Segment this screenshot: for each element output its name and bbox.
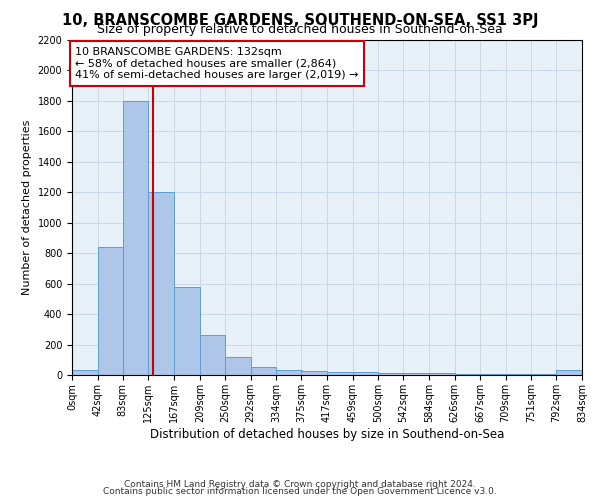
Bar bbox=[251, 368, 276, 375]
Bar bbox=[148, 192, 174, 375]
Bar bbox=[480, 374, 506, 375]
Bar bbox=[455, 374, 481, 375]
Bar bbox=[276, 370, 302, 375]
Text: 10 BRANSCOMBE GARDENS: 132sqm
← 58% of detached houses are smaller (2,864)
41% o: 10 BRANSCOMBE GARDENS: 132sqm ← 58% of d… bbox=[75, 47, 359, 80]
Bar bbox=[72, 370, 98, 375]
Bar bbox=[378, 372, 403, 375]
Bar bbox=[123, 101, 148, 375]
Bar bbox=[174, 286, 200, 375]
Bar bbox=[200, 336, 226, 375]
Bar bbox=[429, 374, 455, 375]
Text: Contains public sector information licensed under the Open Government Licence v3: Contains public sector information licen… bbox=[103, 488, 497, 496]
X-axis label: Distribution of detached houses by size in Southend-on-Sea: Distribution of detached houses by size … bbox=[150, 428, 504, 440]
Bar bbox=[301, 370, 327, 375]
Bar bbox=[353, 372, 379, 375]
Text: Size of property relative to detached houses in Southend-on-Sea: Size of property relative to detached ho… bbox=[97, 22, 503, 36]
Bar bbox=[403, 373, 429, 375]
Text: Contains HM Land Registry data © Crown copyright and database right 2024.: Contains HM Land Registry data © Crown c… bbox=[124, 480, 476, 489]
Y-axis label: Number of detached properties: Number of detached properties bbox=[22, 120, 32, 295]
Bar bbox=[225, 356, 251, 375]
Bar bbox=[327, 372, 353, 375]
Bar bbox=[506, 374, 531, 375]
Bar bbox=[556, 370, 582, 375]
Text: 10, BRANSCOMBE GARDENS, SOUTHEND-ON-SEA, SS1 3PJ: 10, BRANSCOMBE GARDENS, SOUTHEND-ON-SEA,… bbox=[62, 12, 538, 28]
Bar bbox=[98, 247, 124, 375]
Bar bbox=[531, 374, 557, 375]
